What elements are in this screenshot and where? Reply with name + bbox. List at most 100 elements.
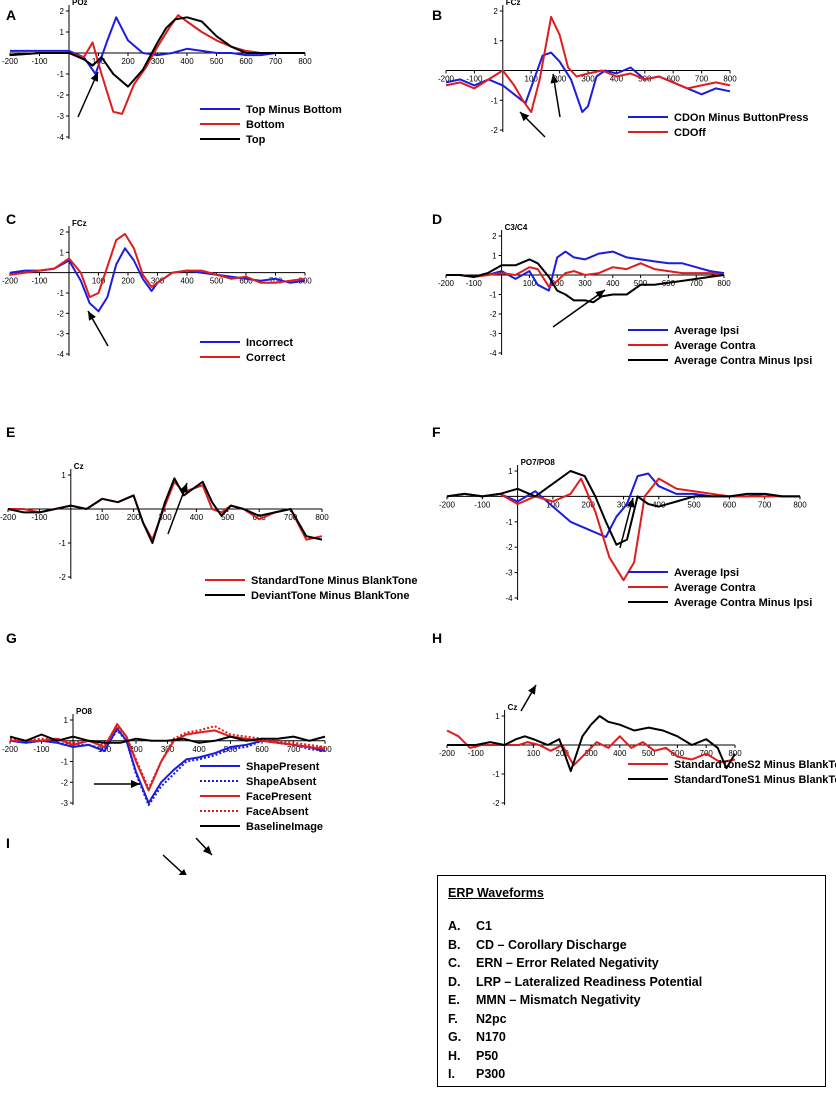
- key-item: E. MMN – Mismatch Negativity: [448, 991, 825, 1010]
- x-tick-label: 500: [210, 277, 224, 286]
- panel-letter: C: [6, 211, 16, 227]
- panel-letter: I: [6, 835, 10, 851]
- legend-label: CDOff: [674, 127, 706, 139]
- x-tick-label: 200: [121, 277, 135, 286]
- legend-label: FacePresent: [246, 791, 312, 803]
- annotation-arrow: [167, 482, 188, 535]
- y-tick-label: -2: [57, 91, 65, 100]
- y-tick-label: -1: [59, 539, 67, 548]
- legend-label: BaselineImage: [246, 821, 323, 833]
- x-tick-label: 300: [617, 500, 631, 509]
- annotation-arrow: [87, 310, 109, 347]
- key-item-text: LRP – Lateralized Readiness Potential: [476, 974, 703, 989]
- x-tick-label: 300: [158, 513, 172, 522]
- key-item: B. CD – Corollary Discharge: [448, 936, 825, 955]
- x-tick-label: 100: [96, 513, 110, 522]
- panel-letter: A: [6, 7, 16, 23]
- x-tick-label: -100: [31, 57, 48, 66]
- key-item-text: CD – Corollary Discharge: [476, 937, 627, 952]
- x-tick-label: -100: [31, 513, 48, 522]
- x-tick-label: -200: [438, 75, 455, 84]
- x-tick-label: -100: [33, 745, 50, 754]
- y-tick-label: 1: [60, 28, 65, 37]
- key-item-letter: A.: [448, 919, 461, 933]
- x-tick-label: 800: [728, 749, 742, 758]
- x-tick-label: 600: [239, 57, 253, 66]
- key-item-letter: D.: [448, 974, 461, 989]
- x-tick-label: 200: [553, 75, 567, 84]
- x-tick-label: -100: [474, 500, 491, 509]
- x-tick-label: -200: [0, 513, 17, 522]
- y-tick-label: 2: [493, 7, 498, 16]
- y-tick-label: -4: [505, 594, 513, 603]
- legend-label: CDOn Minus ButtonPress: [674, 112, 808, 124]
- key-title: ERP Waveforms: [448, 886, 544, 900]
- x-tick-label: -200: [439, 500, 456, 509]
- x-tick-label: 700: [758, 500, 772, 509]
- key-item-text: P300: [476, 1067, 506, 1081]
- series-line-baselineimage: [9, 733, 326, 744]
- x-tick-label: 300: [151, 57, 165, 66]
- x-tick-label: 600: [671, 749, 685, 758]
- y-tick-label: -3: [57, 330, 65, 339]
- x-tick-label: 800: [723, 75, 737, 84]
- erp-figure: A POz -200 -100 100 200 300 400 500 600 700 800 2 1 -1…: [0, 0, 836, 875]
- key-item: A. C1: [448, 917, 825, 936]
- x-tick-label: 100: [523, 279, 537, 288]
- x-tick-label: 100: [92, 277, 106, 286]
- y-tick-label: -3: [61, 799, 69, 808]
- x-tick-label: 200: [129, 745, 143, 754]
- y-tick-label: -1: [57, 289, 65, 298]
- x-tick-label: 700: [284, 513, 298, 522]
- annotation-arrow: [77, 71, 99, 118]
- x-tick-label: -100: [466, 279, 483, 288]
- x-tick-label: 200: [556, 749, 570, 758]
- key-item: F. N2pc: [448, 1010, 825, 1029]
- annotation-arrow: [619, 497, 635, 549]
- key-item-letter: B.: [448, 937, 461, 952]
- y-tick-label: -4: [57, 133, 65, 142]
- x-tick-label: 400: [610, 75, 624, 84]
- x-tick-label: 600: [239, 277, 253, 286]
- y-tick-label: -3: [505, 569, 513, 578]
- x-tick-label: 700: [269, 57, 283, 66]
- y-tick-label: 1: [508, 467, 513, 476]
- panel-letter: H: [432, 630, 442, 646]
- x-tick-label: 200: [551, 279, 565, 288]
- y-tick-label: -2: [491, 126, 499, 135]
- x-tick-label: 800: [717, 279, 731, 288]
- y-tick-label: -2: [57, 309, 65, 318]
- x-tick-label: 600: [667, 75, 681, 84]
- annotation-arrow: [552, 289, 606, 328]
- key-item-text: MMN – Mismatch Negativity: [476, 993, 641, 1007]
- x-tick-label: 400: [613, 749, 627, 758]
- legend-label: Average Ipsi: [674, 325, 739, 337]
- x-tick-label: -200: [2, 277, 19, 286]
- x-tick-label: -200: [2, 745, 19, 754]
- key-item-letter: C.: [448, 956, 461, 970]
- key-item-text: N170: [476, 1030, 506, 1044]
- key-item-text: N2pc: [476, 1011, 507, 1026]
- x-tick-label: 500: [642, 749, 656, 758]
- x-tick-label: 800: [298, 277, 312, 286]
- channel-label: PO7/PO8: [521, 458, 556, 467]
- annotation-arrow: [195, 837, 213, 856]
- x-tick-label: -100: [468, 749, 485, 758]
- x-tick-label: -200: [438, 279, 455, 288]
- legend-label: StandardToneS1 Minus BlankTone: [674, 774, 836, 786]
- y-tick-label: -2: [505, 543, 513, 552]
- key-item: D. LRP – Lateralized Readiness Potential: [448, 973, 825, 992]
- series-line-standardtones1-minus-blanktone: [447, 715, 736, 773]
- legend-label: Correct: [246, 352, 285, 364]
- key-item: C. ERN – Error Related Negativity: [448, 954, 825, 973]
- legend-label: Bottom: [246, 119, 285, 131]
- panel-f: F PO7/PO8 -200 -100 100 200 300 400 500 600 700 800…: [432, 424, 812, 609]
- channel-label: FCz: [506, 0, 521, 7]
- legend-label: Top Minus Bottom: [246, 104, 342, 116]
- x-tick-label: 700: [690, 279, 704, 288]
- channel-label: Cz: [74, 462, 84, 471]
- x-tick-label: 500: [210, 57, 224, 66]
- y-tick-label: -2: [59, 573, 67, 582]
